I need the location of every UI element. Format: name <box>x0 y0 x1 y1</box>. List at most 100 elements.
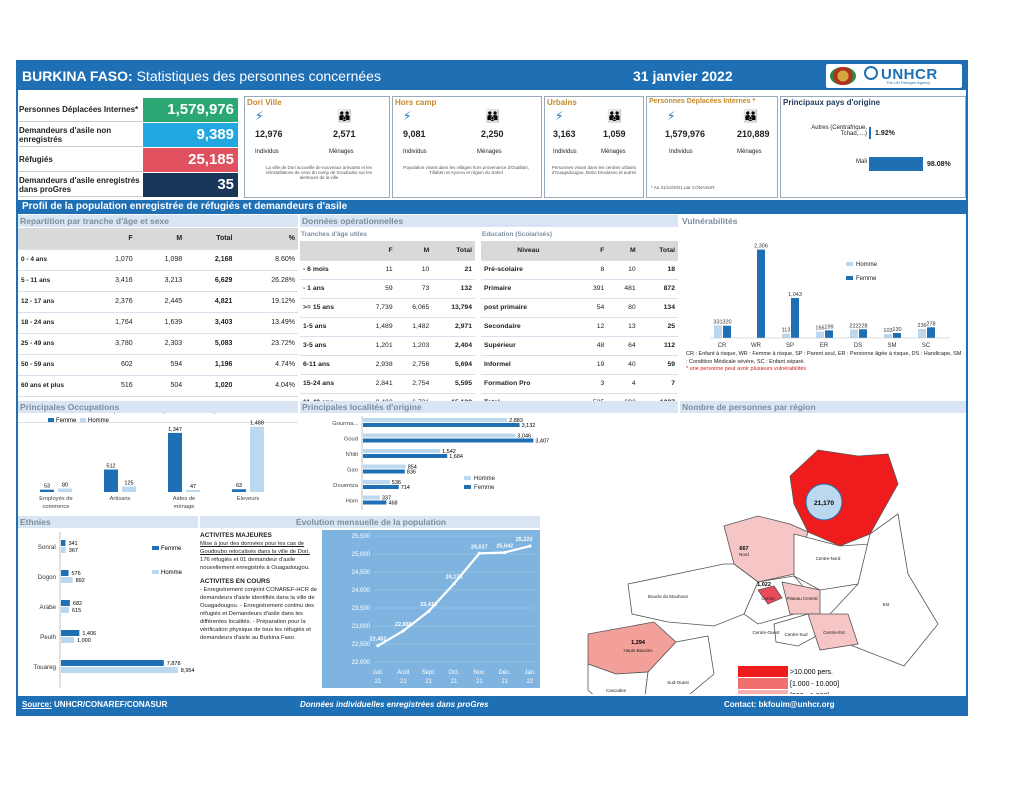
data-point <box>376 644 380 648</box>
tick-label: 23,500 <box>352 606 371 612</box>
tick-label: 23,000 <box>352 624 371 630</box>
table-cell: 3 <box>575 374 608 394</box>
bar <box>363 485 399 489</box>
bar <box>363 480 390 484</box>
table-cell: 73 <box>395 279 433 299</box>
data-label: 80 <box>62 482 68 488</box>
bar <box>61 570 69 576</box>
bar <box>363 433 516 438</box>
origin-bar-other <box>869 127 871 139</box>
table-cell: Informel <box>481 355 576 375</box>
evolution-chart: 22,000 22,500 23,000 23,500 24,000 24,500 25,0… <box>322 530 540 688</box>
legend-label: Femme <box>161 546 182 552</box>
data-point <box>477 551 481 555</box>
data-label: 103 <box>883 328 892 334</box>
table-cell: 12 - 17 ans <box>18 291 86 313</box>
data-label: 125 <box>124 481 133 487</box>
table-row: 18 - 24 ans 1,764 1,639 3,403 13.49% <box>18 312 298 334</box>
data-label: 836 <box>407 470 416 476</box>
tick-label: Eleveurs <box>237 496 260 502</box>
table-row: - 1 ans 59 73 132 <box>300 279 475 299</box>
table-cell: 12 <box>575 317 608 337</box>
data-label: 1,488 <box>250 421 264 427</box>
table-row: Informel 19 40 59 <box>481 355 678 375</box>
region-centre-sud <box>773 613 821 647</box>
table-row: 60 ans et plus 516 504 1,020 4.04% <box>18 375 298 397</box>
col-header: Total <box>432 241 475 261</box>
table-row: 25 - 49 ans 3,780 2,303 5,083 23.72% <box>18 333 298 355</box>
region-value: 21,170 <box>814 500 834 507</box>
data-label: 25,042 <box>496 543 513 549</box>
tick-label: Dogon <box>38 574 57 581</box>
table-cell: Secondaire <box>481 317 576 337</box>
evolution-title: Evolution mensuelle de la population <box>200 516 540 528</box>
bar <box>61 547 66 553</box>
table-cell: 5,083 <box>185 333 236 355</box>
table-cell: 5,595 <box>432 374 475 394</box>
table-cell: 18 <box>638 260 678 280</box>
table-cell: 2,754 <box>395 374 433 394</box>
table-cell: 6,629 <box>185 270 236 292</box>
table-cell: 516 <box>85 375 136 397</box>
localites-legend: Homme Femme <box>464 476 495 491</box>
table-cell: 2,303 <box>135 333 186 355</box>
ops-age-table: F M Total - 6 mois 11 10 21- 1 ans 59 73 132 >= 1… <box>300 241 475 413</box>
tick-label: Employés de <box>39 496 73 502</box>
table-cell: 112 <box>638 336 678 356</box>
runner-icon: ⚡ <box>555 109 564 123</box>
ethnies-title: Ethnies <box>18 516 198 528</box>
kpi-value: 25,185 <box>143 148 238 172</box>
data-label: 63 <box>236 483 242 489</box>
table-cell: 1,764 <box>85 312 136 334</box>
data-label: 512 <box>106 464 115 470</box>
tick-label: Arabe <box>39 604 56 611</box>
data-point <box>401 629 405 633</box>
runner-icon: ⚡ <box>403 109 412 123</box>
table-row: Primaire 391 481 872 <box>481 279 678 299</box>
bar <box>850 329 858 338</box>
region-centre-est <box>807 613 859 651</box>
data-label: 536 <box>392 480 401 486</box>
table-cell: Primaire <box>481 279 576 299</box>
tick-label: 24,000 <box>352 588 371 594</box>
kpi-row: Personnes Déplacées Internes* 1,579,976 <box>18 98 240 122</box>
region-value: 1,022 <box>757 582 771 588</box>
occupations-title: Principales Occupations <box>18 401 298 413</box>
table-row: 15-24 ans 2,841 2,754 5,595 <box>300 374 475 394</box>
table-row: 12 - 17 ans 2,376 2,445 4,821 19.12% <box>18 291 298 313</box>
table-cell: 7 <box>638 374 678 394</box>
age-section-title: Repartition par tranche d'âge et sexe <box>18 215 298 227</box>
data-label: 714 <box>401 485 410 491</box>
tick-label: Goud <box>344 437 358 443</box>
tick-label: DS <box>854 343 862 348</box>
table-cell: 13.49% <box>235 312 298 334</box>
infographic-frame: BURKINA FASO: Statistiques des personnes… <box>16 60 968 716</box>
table-cell: 59 <box>638 355 678 375</box>
table-cell: 1,203 <box>395 336 433 356</box>
table-cell: 2,971 <box>432 317 475 337</box>
kpi-row: Demandeurs d'asile enregistrés dans proG… <box>18 173 240 197</box>
table-row: Supérieur 48 64 112 <box>481 336 678 356</box>
legend-label: [500 - 1.000] <box>790 693 829 694</box>
table-cell: 10 <box>395 260 433 280</box>
table-cell: 134 <box>638 298 678 318</box>
bar <box>61 607 70 613</box>
bar <box>122 486 136 492</box>
tick-label: 21 <box>400 679 407 685</box>
data-label: 337 <box>382 496 391 502</box>
kpi-label: Demandeurs d'asile enregistrés dans proG… <box>19 173 142 197</box>
tick-label: Artisans <box>110 496 131 502</box>
table-cell: 1,196 <box>185 354 236 376</box>
origin-panel: Principaux pays d'origine Autres (Centra… <box>780 96 966 198</box>
table-cell: 4,821 <box>185 291 236 313</box>
table-cell: 64 <box>607 336 639 356</box>
data-label: 2,883 <box>509 418 523 424</box>
loc-pdi: Personnes Déplacées Internes * ⚡ 👪 1,579… <box>646 96 778 198</box>
legend-swatch <box>738 690 788 694</box>
region-label: Boucle du Mouhoun <box>648 594 689 599</box>
bar <box>61 630 80 636</box>
data-label: 228 <box>858 323 867 329</box>
bar <box>363 418 508 422</box>
table-cell: 1,489 <box>358 317 396 337</box>
